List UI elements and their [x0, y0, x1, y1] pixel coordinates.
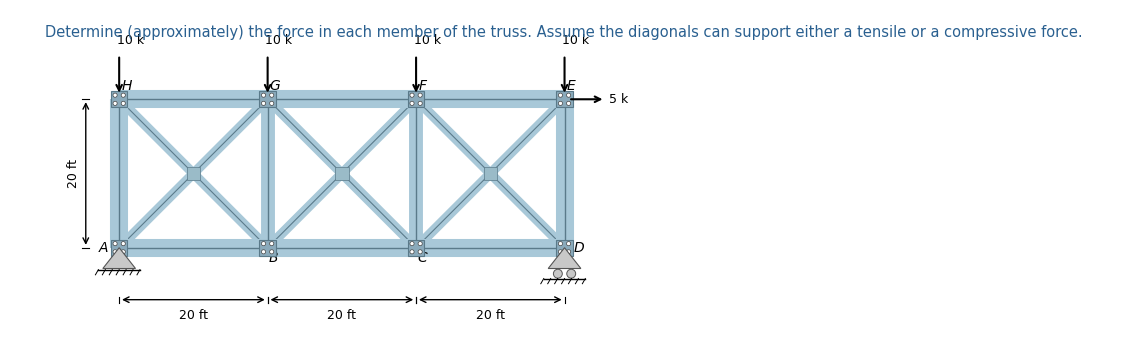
Text: D: D [573, 241, 585, 255]
FancyBboxPatch shape [408, 91, 424, 108]
Circle shape [559, 250, 562, 254]
Polygon shape [103, 248, 136, 269]
FancyBboxPatch shape [111, 91, 127, 108]
Circle shape [567, 250, 571, 254]
Circle shape [113, 93, 117, 97]
Text: 10 k: 10 k [562, 34, 589, 47]
Circle shape [261, 242, 266, 246]
Circle shape [113, 250, 117, 254]
Circle shape [261, 250, 266, 254]
Circle shape [567, 269, 576, 278]
Text: A: A [99, 241, 108, 255]
Circle shape [269, 101, 274, 105]
Circle shape [419, 250, 422, 254]
Circle shape [269, 250, 274, 254]
Text: 10 k: 10 k [266, 34, 293, 47]
FancyBboxPatch shape [484, 167, 497, 180]
FancyBboxPatch shape [408, 239, 424, 256]
Circle shape [113, 242, 117, 246]
Text: F: F [419, 79, 426, 93]
Circle shape [410, 101, 414, 105]
Circle shape [113, 101, 117, 105]
FancyBboxPatch shape [557, 239, 572, 256]
Text: 20 ft: 20 ft [476, 308, 505, 322]
Circle shape [559, 93, 562, 97]
Circle shape [261, 101, 266, 105]
Polygon shape [549, 248, 581, 269]
Text: E: E [567, 79, 576, 93]
Circle shape [410, 93, 414, 97]
Circle shape [261, 93, 266, 97]
Circle shape [121, 101, 126, 105]
Text: 10 k: 10 k [414, 34, 441, 47]
Circle shape [121, 250, 126, 254]
Circle shape [121, 242, 126, 246]
Circle shape [419, 242, 422, 246]
Circle shape [410, 242, 414, 246]
Text: 10 k: 10 k [117, 34, 144, 47]
FancyBboxPatch shape [259, 239, 276, 256]
Circle shape [567, 101, 571, 105]
Circle shape [419, 101, 422, 105]
Circle shape [567, 93, 571, 97]
Circle shape [559, 242, 562, 246]
Circle shape [567, 242, 571, 246]
Text: Determine (approximately) the force in each member of the truss. Assume the diag: Determine (approximately) the force in e… [45, 25, 1083, 40]
Text: C: C [417, 252, 427, 265]
Text: 5 k: 5 k [609, 93, 628, 106]
Text: 20 ft: 20 ft [178, 308, 208, 322]
Circle shape [419, 93, 422, 97]
Text: 20 ft: 20 ft [67, 159, 80, 188]
Circle shape [121, 93, 126, 97]
FancyBboxPatch shape [111, 239, 127, 256]
Circle shape [559, 101, 562, 105]
Circle shape [410, 250, 414, 254]
FancyBboxPatch shape [259, 91, 276, 108]
Text: 20 ft: 20 ft [328, 308, 357, 322]
Circle shape [269, 242, 274, 246]
Circle shape [553, 269, 562, 278]
Text: B: B [269, 252, 278, 265]
Text: H: H [121, 79, 131, 93]
Text: G: G [270, 79, 280, 93]
FancyBboxPatch shape [186, 167, 200, 180]
FancyBboxPatch shape [557, 91, 572, 108]
Circle shape [269, 93, 274, 97]
FancyBboxPatch shape [335, 167, 349, 180]
